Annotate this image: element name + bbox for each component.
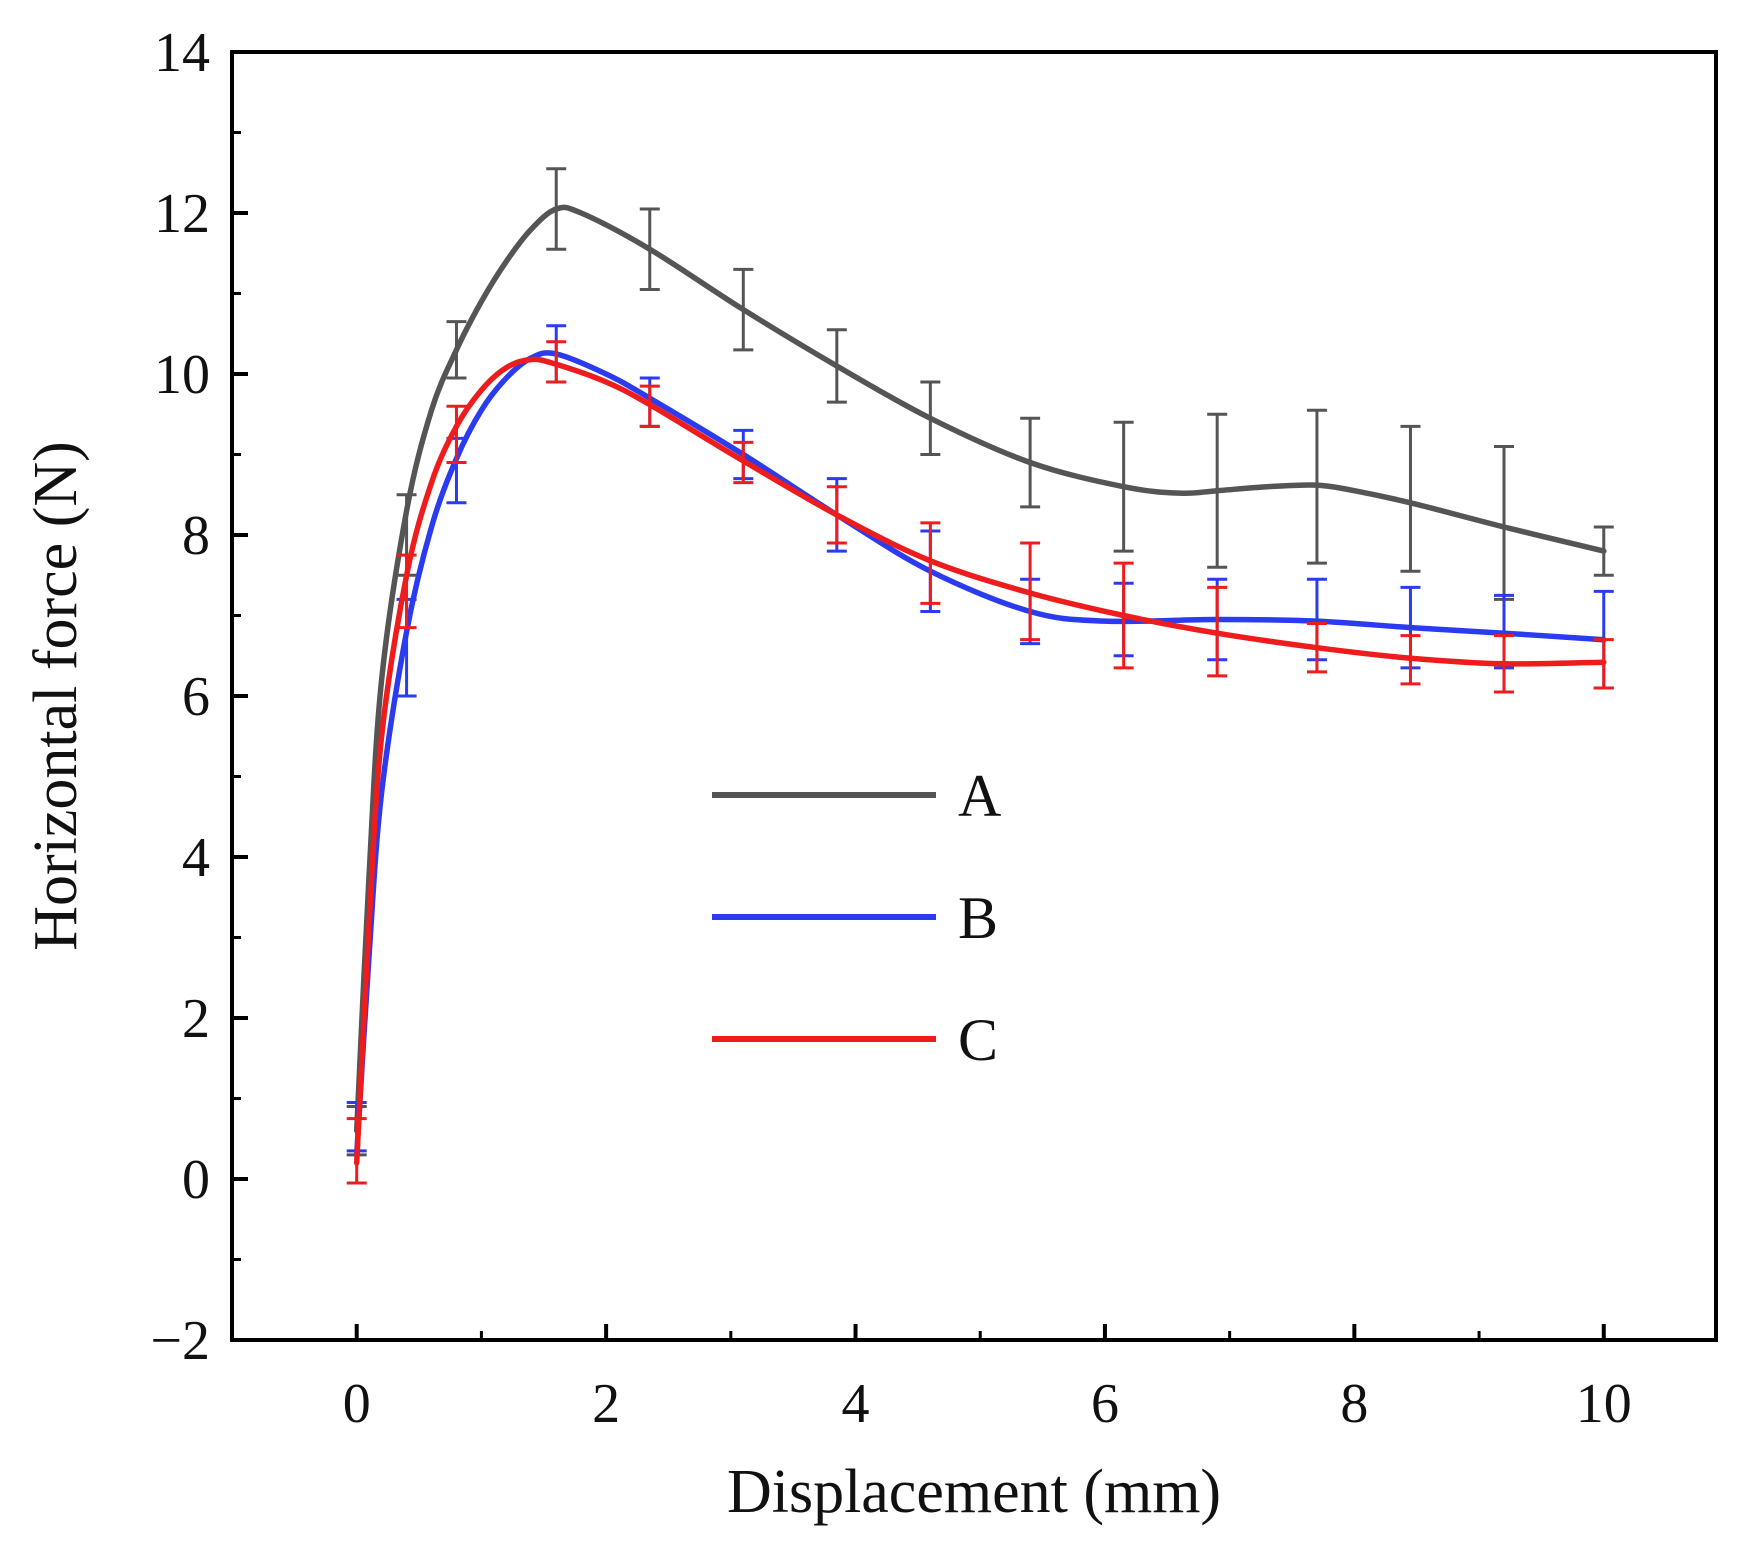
plot-frame [230, 50, 1718, 1342]
legend-item-a: A [712, 763, 1001, 829]
y-tick-label: 14 [154, 22, 210, 84]
axis-ticks: 0 2 4 6 8 10 −2 0 2 4 6 8 10 12 14 [150, 22, 1631, 1435]
y-tick-label: 8 [182, 505, 210, 567]
series-line-b [353, 350, 1607, 1158]
x-axis-title: Displacement (mm) [727, 1458, 1221, 1526]
x-tick-label: 0 [343, 1373, 371, 1435]
x-tick-label: 8 [1340, 1373, 1368, 1435]
y-tick-label: 4 [182, 827, 210, 889]
legend-item-b: B [712, 885, 998, 951]
error-bar-a [1400, 424, 1421, 573]
series-line-c [353, 356, 1607, 1166]
y-tick-label: 12 [154, 183, 210, 245]
x-tick-label: 6 [1091, 1373, 1119, 1435]
plot-area [346, 167, 1614, 1185]
y-tick-label: 6 [182, 666, 210, 728]
series-line-a [353, 204, 1607, 1134]
legend: ABC [712, 763, 1001, 1073]
x-tick-label: 2 [592, 1373, 620, 1435]
legend-label-b: B [958, 885, 998, 951]
x-tick-label: 10 [1576, 1373, 1632, 1435]
x-tick-label: 4 [842, 1373, 870, 1435]
legend-label-c: C [958, 1007, 998, 1073]
series-a [346, 167, 1614, 1157]
legend-item-c: C [712, 1007, 998, 1073]
y-tick-label: 10 [154, 344, 210, 406]
legend-label-a: A [958, 763, 1001, 829]
y-tick-label: 2 [182, 988, 210, 1050]
series-c [346, 340, 1614, 1185]
y-tick-label: −2 [150, 1310, 210, 1372]
y-tick-label: 0 [182, 1149, 210, 1211]
error-bar-c [446, 404, 467, 465]
y-axis-title: Horizontal force (N) [22, 441, 90, 951]
